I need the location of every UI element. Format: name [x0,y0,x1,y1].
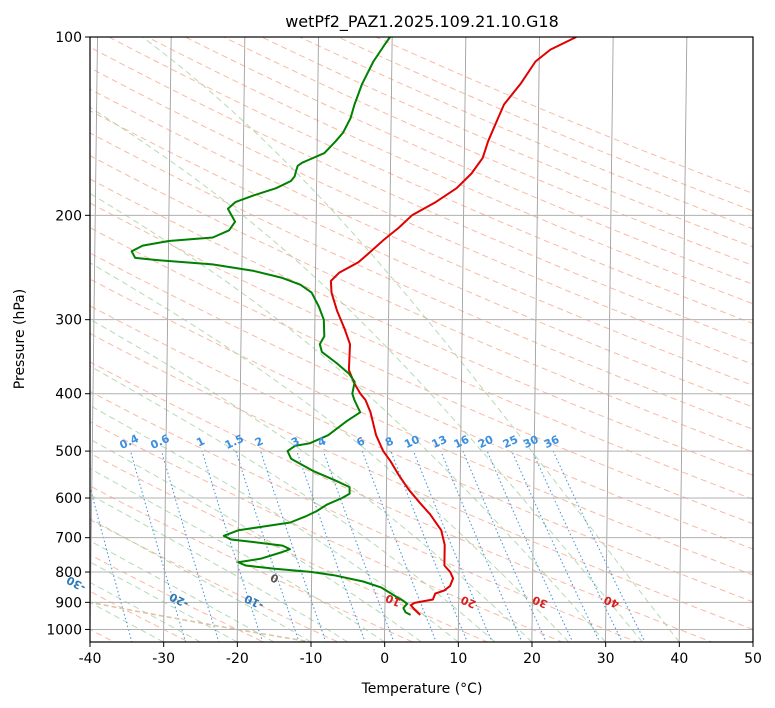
y-tick-label: 600 [55,491,82,507]
dry-adiabat-line [90,46,753,345]
dry-adiabat-label: 40 [602,593,621,611]
mixing-ratio-label: 36 [542,433,562,451]
y-tick-label: 1000 [46,622,82,638]
dry-adiabat-line [90,132,753,430]
moist-adiabat-line [90,262,570,642]
axis-ticks: -40 -30 -20 -10 0 10 20 30 40 50 100 200 300 400 500 60… [46,30,762,667]
moist-adiabat-line [90,438,422,642]
plot-frame [89,36,754,643]
moist-adiabat-line [90,540,275,642]
isotherm-line [605,37,614,642]
moist-adiabat-line [90,561,238,642]
moist-adiabat-line [90,318,533,642]
moist-adiabat-line [90,365,496,642]
x-tick-label: -20 [226,651,249,667]
y-tick-label: 900 [55,595,82,611]
x-tick-label: -10 [300,651,323,667]
x-tick-label: 20 [523,651,541,667]
y-tick-label: 300 [55,313,82,329]
series-layer [130,37,577,616]
x-axis-label: Temperature (°C) [361,681,483,697]
dry-adiabat-line [90,202,753,500]
y-tick-label: 500 [55,444,82,460]
x-tick-label: 50 [744,651,762,667]
dry-adiabat-line [90,332,753,630]
moist-adiabat-line [90,192,606,642]
moist-adiabat-line [142,37,680,642]
mixing-ratio-label: 16 [452,433,472,451]
grid-layer [90,37,753,642]
dry-adiabat-line [90,227,753,525]
dry-adiabat-line [90,252,753,550]
isotherm-line [384,37,393,642]
mixing-ratio-label: 30 [521,433,541,451]
mixing-ratio-label: 25 [501,433,520,451]
temperature-profile [329,37,577,616]
x-tick-label: 0 [380,651,389,667]
dry-adiabat-line [90,155,753,453]
isotherm-line [457,37,467,642]
dry-adiabat-line [90,421,564,642]
y-tick-label: 200 [55,208,82,224]
dry-adiabat-line [90,485,415,642]
moist-adiabat-line [90,467,385,642]
chart-title: wetPf2_PAZ1.2025.109.21.10.G18 [285,12,559,32]
y-tick-label: 400 [55,387,82,403]
dry-adiabat-label: 10 [383,591,403,609]
mixing-ratio-label: 13 [430,433,449,451]
isotherm-line [310,37,319,642]
dewpoint-profile [130,37,412,616]
moist-adiabat-line [90,106,643,642]
dry-adiabat-line [90,278,753,576]
dry-adiabat-label: 30 [530,593,549,611]
dry-adiabat-line [90,519,340,642]
x-tick-label: -30 [152,651,175,667]
x-tick-label: 40 [670,651,688,667]
isotherm-line [236,37,246,642]
isotherm-line [678,37,688,642]
y-tick-label: 700 [55,531,82,547]
x-tick-label: -40 [79,651,102,667]
moist-adiabat-line [90,404,459,642]
y-tick-label: 100 [55,30,82,46]
dry-adiabat-line [90,88,753,387]
x-tick-label: 10 [449,651,467,667]
dry-adiabat-label: 20 [459,593,479,611]
mixing-ratio-label: 20 [476,433,496,451]
dry-adiabat-line [90,390,639,642]
saturation-curve [90,601,316,642]
isotherm-line [90,37,98,642]
isotherm-line [531,37,540,642]
y-axis-label: Pressure (hPa) [12,289,28,389]
dry-adiabat-line [146,37,753,305]
y-tick-label: 800 [55,565,82,581]
dry-adiabat-line [90,590,190,642]
dry-adiabat-line [90,305,753,603]
isotherm-line [163,37,172,642]
mixing-ratio-label: 10 [402,433,422,451]
x-tick-label: 30 [597,651,615,667]
